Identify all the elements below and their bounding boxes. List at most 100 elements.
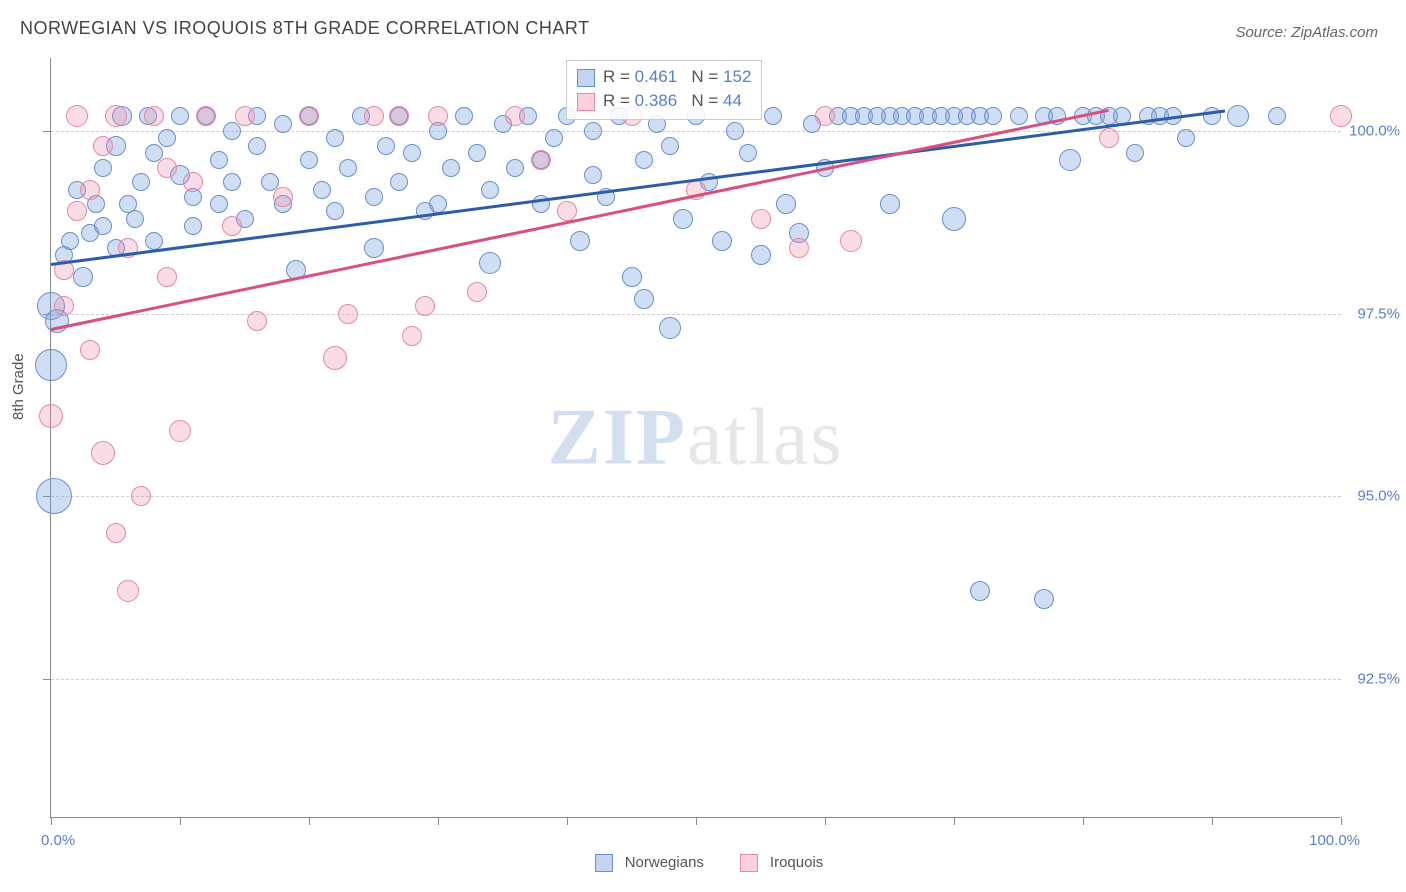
data-point bbox=[61, 232, 79, 250]
y-axis-label: 8th Grade bbox=[10, 353, 27, 420]
data-point bbox=[183, 172, 203, 192]
data-point bbox=[390, 173, 408, 191]
x-tick bbox=[1341, 817, 1342, 825]
data-point bbox=[402, 326, 422, 346]
data-point bbox=[481, 181, 499, 199]
data-point bbox=[1034, 589, 1054, 609]
x-tick bbox=[51, 817, 52, 825]
data-point bbox=[468, 144, 486, 162]
data-point bbox=[171, 107, 189, 125]
data-point bbox=[479, 252, 501, 274]
data-point bbox=[984, 107, 1002, 125]
data-point bbox=[157, 158, 177, 178]
data-point bbox=[66, 105, 88, 127]
data-point bbox=[1177, 129, 1195, 147]
data-point bbox=[840, 230, 862, 252]
y-tick-label: 97.5% bbox=[1357, 305, 1400, 322]
data-point bbox=[764, 107, 782, 125]
x-tick bbox=[309, 817, 310, 825]
data-point bbox=[942, 207, 966, 231]
y-tick-label: 95.0% bbox=[1357, 488, 1400, 505]
data-point bbox=[506, 159, 524, 177]
data-point bbox=[1099, 128, 1119, 148]
data-point bbox=[223, 122, 241, 140]
stats-legend-row: R = 0.461 N = 152 bbox=[577, 65, 751, 89]
data-point bbox=[93, 136, 113, 156]
legend-item: Iroquois bbox=[728, 854, 823, 871]
data-point bbox=[323, 346, 347, 370]
data-point bbox=[584, 166, 602, 184]
legend-swatch bbox=[577, 69, 595, 87]
legend-item: Norwegians bbox=[583, 854, 704, 871]
data-point bbox=[403, 144, 421, 162]
data-point bbox=[415, 296, 435, 316]
data-point bbox=[158, 129, 176, 147]
data-point bbox=[94, 217, 112, 235]
data-point bbox=[299, 106, 319, 126]
data-point bbox=[313, 181, 331, 199]
data-point bbox=[364, 106, 384, 126]
data-point bbox=[235, 106, 255, 126]
x-max-label: 100.0% bbox=[1309, 832, 1360, 849]
x-tick bbox=[696, 817, 697, 825]
series-legend: Norwegians Iroquois bbox=[0, 854, 1406, 872]
watermark: ZIPatlas bbox=[548, 392, 844, 483]
x-tick bbox=[825, 817, 826, 825]
gridline bbox=[51, 496, 1341, 497]
x-tick bbox=[438, 817, 439, 825]
data-point bbox=[661, 137, 679, 155]
data-point bbox=[247, 311, 267, 331]
data-point bbox=[622, 267, 642, 287]
source-label: Source: ZipAtlas.com bbox=[1235, 24, 1378, 41]
data-point bbox=[364, 238, 384, 258]
data-point bbox=[338, 304, 358, 324]
data-point bbox=[196, 106, 216, 126]
gridline bbox=[51, 314, 1341, 315]
y-tick bbox=[43, 679, 51, 680]
data-point bbox=[144, 106, 164, 126]
data-point bbox=[1268, 107, 1286, 125]
data-point bbox=[1010, 107, 1028, 125]
data-point bbox=[223, 173, 241, 191]
data-point bbox=[273, 187, 293, 207]
x-tick bbox=[1212, 817, 1213, 825]
x-min-label: 0.0% bbox=[41, 832, 75, 849]
data-point bbox=[377, 137, 395, 155]
legend-swatch bbox=[577, 93, 595, 111]
data-point bbox=[105, 105, 127, 127]
data-point bbox=[248, 137, 266, 155]
data-point bbox=[1227, 105, 1249, 127]
x-tick bbox=[1083, 817, 1084, 825]
data-point bbox=[210, 195, 228, 213]
data-point bbox=[531, 150, 551, 170]
data-point bbox=[428, 106, 448, 126]
data-point bbox=[184, 217, 202, 235]
data-point bbox=[365, 188, 383, 206]
data-point bbox=[815, 106, 835, 126]
scatter-chart: ZIPatlas R = 0.461 N = 152R = 0.386 N = … bbox=[50, 58, 1340, 818]
data-point bbox=[39, 404, 63, 428]
data-point bbox=[429, 195, 447, 213]
legend-swatch bbox=[595, 854, 613, 872]
data-point bbox=[570, 231, 590, 251]
data-point bbox=[210, 151, 228, 169]
y-tick-label: 92.5% bbox=[1357, 671, 1400, 688]
gridline bbox=[51, 679, 1341, 680]
data-point bbox=[1059, 149, 1081, 171]
data-point bbox=[776, 194, 796, 214]
x-tick bbox=[180, 817, 181, 825]
data-point bbox=[880, 194, 900, 214]
data-point bbox=[673, 209, 693, 229]
data-point bbox=[35, 349, 67, 381]
data-point bbox=[80, 340, 100, 360]
legend-swatch bbox=[740, 854, 758, 872]
data-point bbox=[467, 282, 487, 302]
gridline bbox=[51, 131, 1341, 132]
data-point bbox=[739, 144, 757, 162]
data-point bbox=[300, 151, 318, 169]
y-tick bbox=[43, 131, 51, 132]
data-point bbox=[634, 289, 654, 309]
data-point bbox=[326, 129, 344, 147]
data-point bbox=[584, 122, 602, 140]
data-point bbox=[326, 202, 344, 220]
